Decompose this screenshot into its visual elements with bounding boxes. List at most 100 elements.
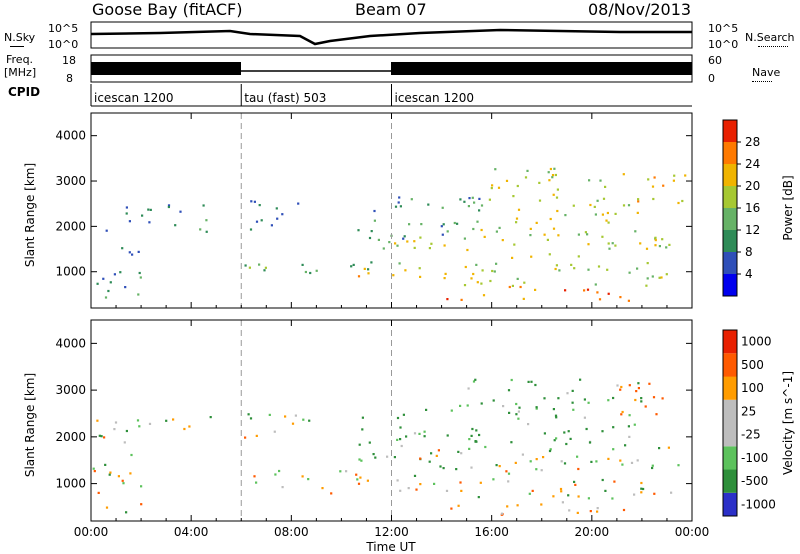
echo-cell bbox=[511, 284, 514, 287]
echo-cell bbox=[587, 268, 590, 271]
echo-cell bbox=[149, 208, 152, 211]
echo-cell bbox=[516, 184, 519, 188]
echo-cell bbox=[662, 184, 665, 187]
echo-cell bbox=[515, 221, 518, 224]
echo-cell bbox=[549, 167, 552, 171]
echo-cell bbox=[398, 196, 401, 199]
echo-cell bbox=[281, 486, 284, 489]
echo-cell bbox=[640, 397, 643, 400]
echo-cell bbox=[258, 263, 261, 266]
echo-cell bbox=[284, 415, 287, 418]
echo-cell bbox=[555, 437, 558, 440]
colorbar-tick-label: 16 bbox=[745, 201, 760, 215]
echo-cell bbox=[522, 297, 525, 300]
echo-cell bbox=[513, 243, 516, 246]
echo-cell bbox=[301, 263, 304, 266]
echo-cell bbox=[418, 267, 421, 270]
echo-cell bbox=[478, 197, 481, 200]
colorbar-tick-label: 25 bbox=[741, 404, 756, 418]
echo-cell bbox=[620, 413, 623, 416]
echo-cell bbox=[442, 223, 445, 226]
echo-cell bbox=[255, 481, 258, 484]
echo-cell bbox=[113, 273, 116, 276]
echo-cell bbox=[543, 397, 546, 400]
colorbar-tick-label: -100 bbox=[741, 451, 768, 465]
power-panel: 1000 2000 3000 4000 bbox=[55, 112, 693, 309]
echo-cell bbox=[553, 167, 556, 170]
echo-cell bbox=[393, 456, 396, 459]
nsky-tick-top: 10^5 bbox=[48, 22, 78, 35]
echo-cell bbox=[633, 423, 636, 426]
echo-cell bbox=[648, 382, 651, 385]
freq-bar-3 bbox=[391, 62, 692, 75]
echo-cell bbox=[586, 288, 590, 291]
echo-cell bbox=[614, 244, 617, 247]
echo-cell bbox=[388, 241, 391, 244]
echo-cell bbox=[427, 203, 430, 206]
echo-cell bbox=[557, 234, 560, 237]
echo-cell bbox=[612, 448, 615, 451]
echo-cell bbox=[552, 227, 556, 230]
echo-cell bbox=[554, 414, 558, 417]
echo-cell bbox=[466, 248, 469, 252]
echo-cell bbox=[588, 179, 591, 182]
echo-cell bbox=[450, 409, 453, 412]
echo-cell bbox=[394, 205, 398, 208]
echo-cell bbox=[619, 388, 622, 391]
echo-cell bbox=[205, 219, 208, 222]
beam-title: Beam 07 bbox=[355, 0, 427, 19]
x-tick-label: 00:00 bbox=[675, 525, 710, 539]
echo-cell bbox=[573, 267, 576, 270]
echo-cell bbox=[466, 404, 469, 407]
echo-cell bbox=[423, 430, 426, 433]
echo-cell bbox=[658, 447, 661, 450]
power-colorbar: 4 8 12 16 20 24 28 Power [dB] bbox=[722, 119, 795, 297]
echo-cell bbox=[117, 475, 120, 478]
echo-cell bbox=[103, 436, 106, 439]
echo-cell bbox=[396, 244, 399, 247]
echo-cell bbox=[373, 209, 376, 213]
echo-cell bbox=[540, 503, 543, 506]
nsky-underline bbox=[10, 46, 24, 47]
echo-cell bbox=[141, 214, 144, 217]
echo-cell bbox=[619, 459, 622, 462]
echo-cell bbox=[621, 410, 624, 414]
echo-cell bbox=[637, 387, 640, 390]
echo-cell bbox=[665, 246, 668, 249]
echo-cell bbox=[482, 294, 486, 297]
echo-cell bbox=[670, 491, 673, 494]
echo-cell bbox=[601, 478, 604, 482]
echo-cell bbox=[616, 384, 619, 387]
echo-cell bbox=[463, 237, 466, 240]
echo-cell bbox=[502, 405, 505, 408]
echo-cell bbox=[357, 482, 361, 485]
echo-cell bbox=[428, 247, 431, 250]
echo-cell bbox=[587, 243, 590, 246]
echo-cell bbox=[607, 242, 610, 245]
echo-cell bbox=[457, 504, 460, 507]
echo-cell bbox=[651, 185, 655, 188]
echo-cell bbox=[97, 491, 100, 494]
echo-cell bbox=[567, 430, 570, 433]
echo-cell bbox=[652, 197, 655, 201]
echo-cell bbox=[437, 449, 440, 452]
y-tick-label: 1000 bbox=[55, 477, 86, 491]
echo-cell bbox=[526, 169, 529, 172]
echo-cell bbox=[297, 202, 300, 205]
echo-cell bbox=[531, 489, 534, 492]
echo-cell bbox=[138, 425, 141, 428]
echo-cell bbox=[506, 505, 509, 508]
echo-cell bbox=[607, 399, 610, 402]
echo-cell bbox=[594, 213, 597, 216]
echo-cell bbox=[367, 272, 370, 275]
colorbar-tick-label: 8 bbox=[745, 245, 753, 259]
echo-cell bbox=[560, 490, 563, 493]
echo-cell bbox=[270, 224, 273, 227]
echo-cell bbox=[244, 436, 247, 439]
echo-cell bbox=[563, 462, 567, 465]
echo-cell bbox=[321, 487, 324, 490]
echo-cell bbox=[406, 240, 409, 243]
echo-cell bbox=[363, 267, 366, 270]
echo-cell bbox=[202, 204, 205, 207]
echo-cell bbox=[105, 506, 109, 509]
